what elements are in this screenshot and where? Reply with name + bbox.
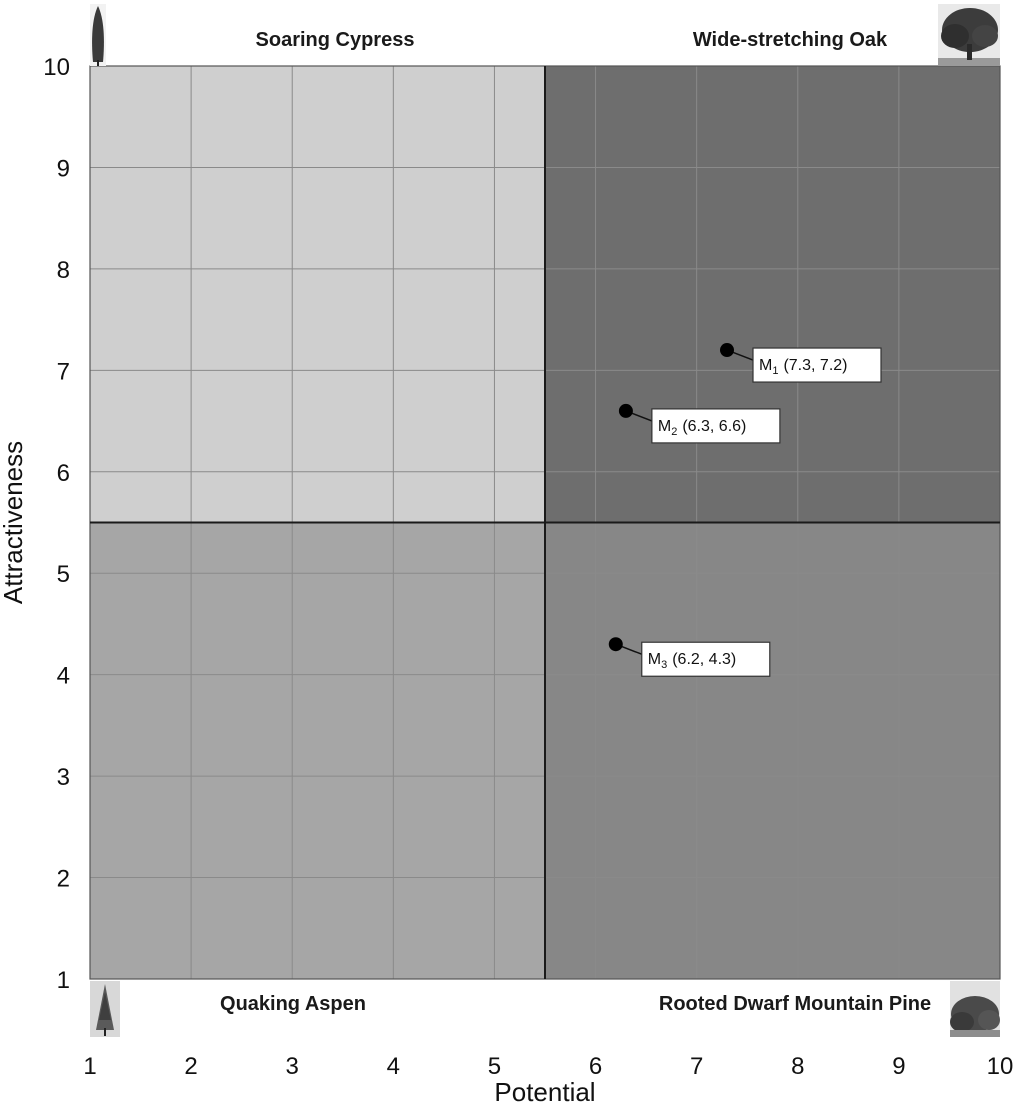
point-coordinates: (7.3, 7.2) xyxy=(783,357,847,374)
y-tick-label: 1 xyxy=(57,967,70,994)
y-tick-label: 6 xyxy=(57,460,70,487)
quadrant-top-right xyxy=(545,66,1000,523)
point-subscript: 1 xyxy=(772,365,778,377)
point-coordinates: (6.2, 4.3) xyxy=(672,651,736,668)
point-label: M2 (6.3, 6.6) xyxy=(658,418,746,438)
y-tick-label: 4 xyxy=(57,663,70,690)
cypress-tree-icon xyxy=(90,4,106,66)
x-tick-label: 5 xyxy=(488,1053,501,1080)
quadrant-label-top-left: Soaring Cypress xyxy=(256,29,415,51)
point-name: M xyxy=(759,357,772,374)
mountain-pine-icon xyxy=(950,981,1000,1037)
y-tick-label: 10 xyxy=(43,54,70,81)
x-tick-label: 9 xyxy=(892,1053,905,1080)
y-tick-label: 2 xyxy=(57,866,70,893)
x-tick-label: 6 xyxy=(589,1053,602,1080)
point-label: M3 (6.2, 4.3) xyxy=(648,651,736,671)
x-tick-label: 1 xyxy=(83,1053,96,1080)
y-axis-label: Attractiveness xyxy=(0,441,28,604)
x-tick-label: 3 xyxy=(286,1053,299,1080)
point-label: M1 (7.3, 7.2) xyxy=(759,357,847,377)
x-tick-label: 2 xyxy=(184,1053,197,1080)
oak-tree-icon xyxy=(938,4,1000,66)
point-marker xyxy=(619,404,633,418)
point-subscript: 3 xyxy=(661,659,667,671)
point-name: M xyxy=(658,418,671,435)
x-tick-label: 10 xyxy=(987,1053,1014,1080)
point-name: M xyxy=(648,651,661,668)
x-tick-label: 8 xyxy=(791,1053,804,1080)
y-tick-label: 5 xyxy=(57,561,70,588)
y-tick-label: 3 xyxy=(57,764,70,791)
quadrant-label-bottom-right: Rooted Dwarf Mountain Pine xyxy=(659,993,931,1015)
x-axis-label: Potential xyxy=(494,1077,595,1105)
x-tick-label: 4 xyxy=(387,1053,400,1080)
quadrant-bottom-right xyxy=(545,523,1000,980)
quadrant-label-top-right: Wide-stretching Oak xyxy=(693,29,888,51)
y-tick-label: 8 xyxy=(57,257,70,284)
y-tick-label: 9 xyxy=(57,155,70,182)
x-tick-label: 7 xyxy=(690,1053,703,1080)
point-subscript: 2 xyxy=(671,426,677,438)
quadrant-bottom-left xyxy=(90,523,545,980)
aspen-tree-icon xyxy=(90,981,120,1037)
quadrant-top-left xyxy=(90,66,545,523)
quadrant-label-bottom-left: Quaking Aspen xyxy=(220,993,366,1015)
point-marker xyxy=(609,637,623,651)
y-tick-label: 7 xyxy=(57,358,70,385)
point-marker xyxy=(720,343,734,357)
point-coordinates: (6.3, 6.6) xyxy=(682,418,746,435)
